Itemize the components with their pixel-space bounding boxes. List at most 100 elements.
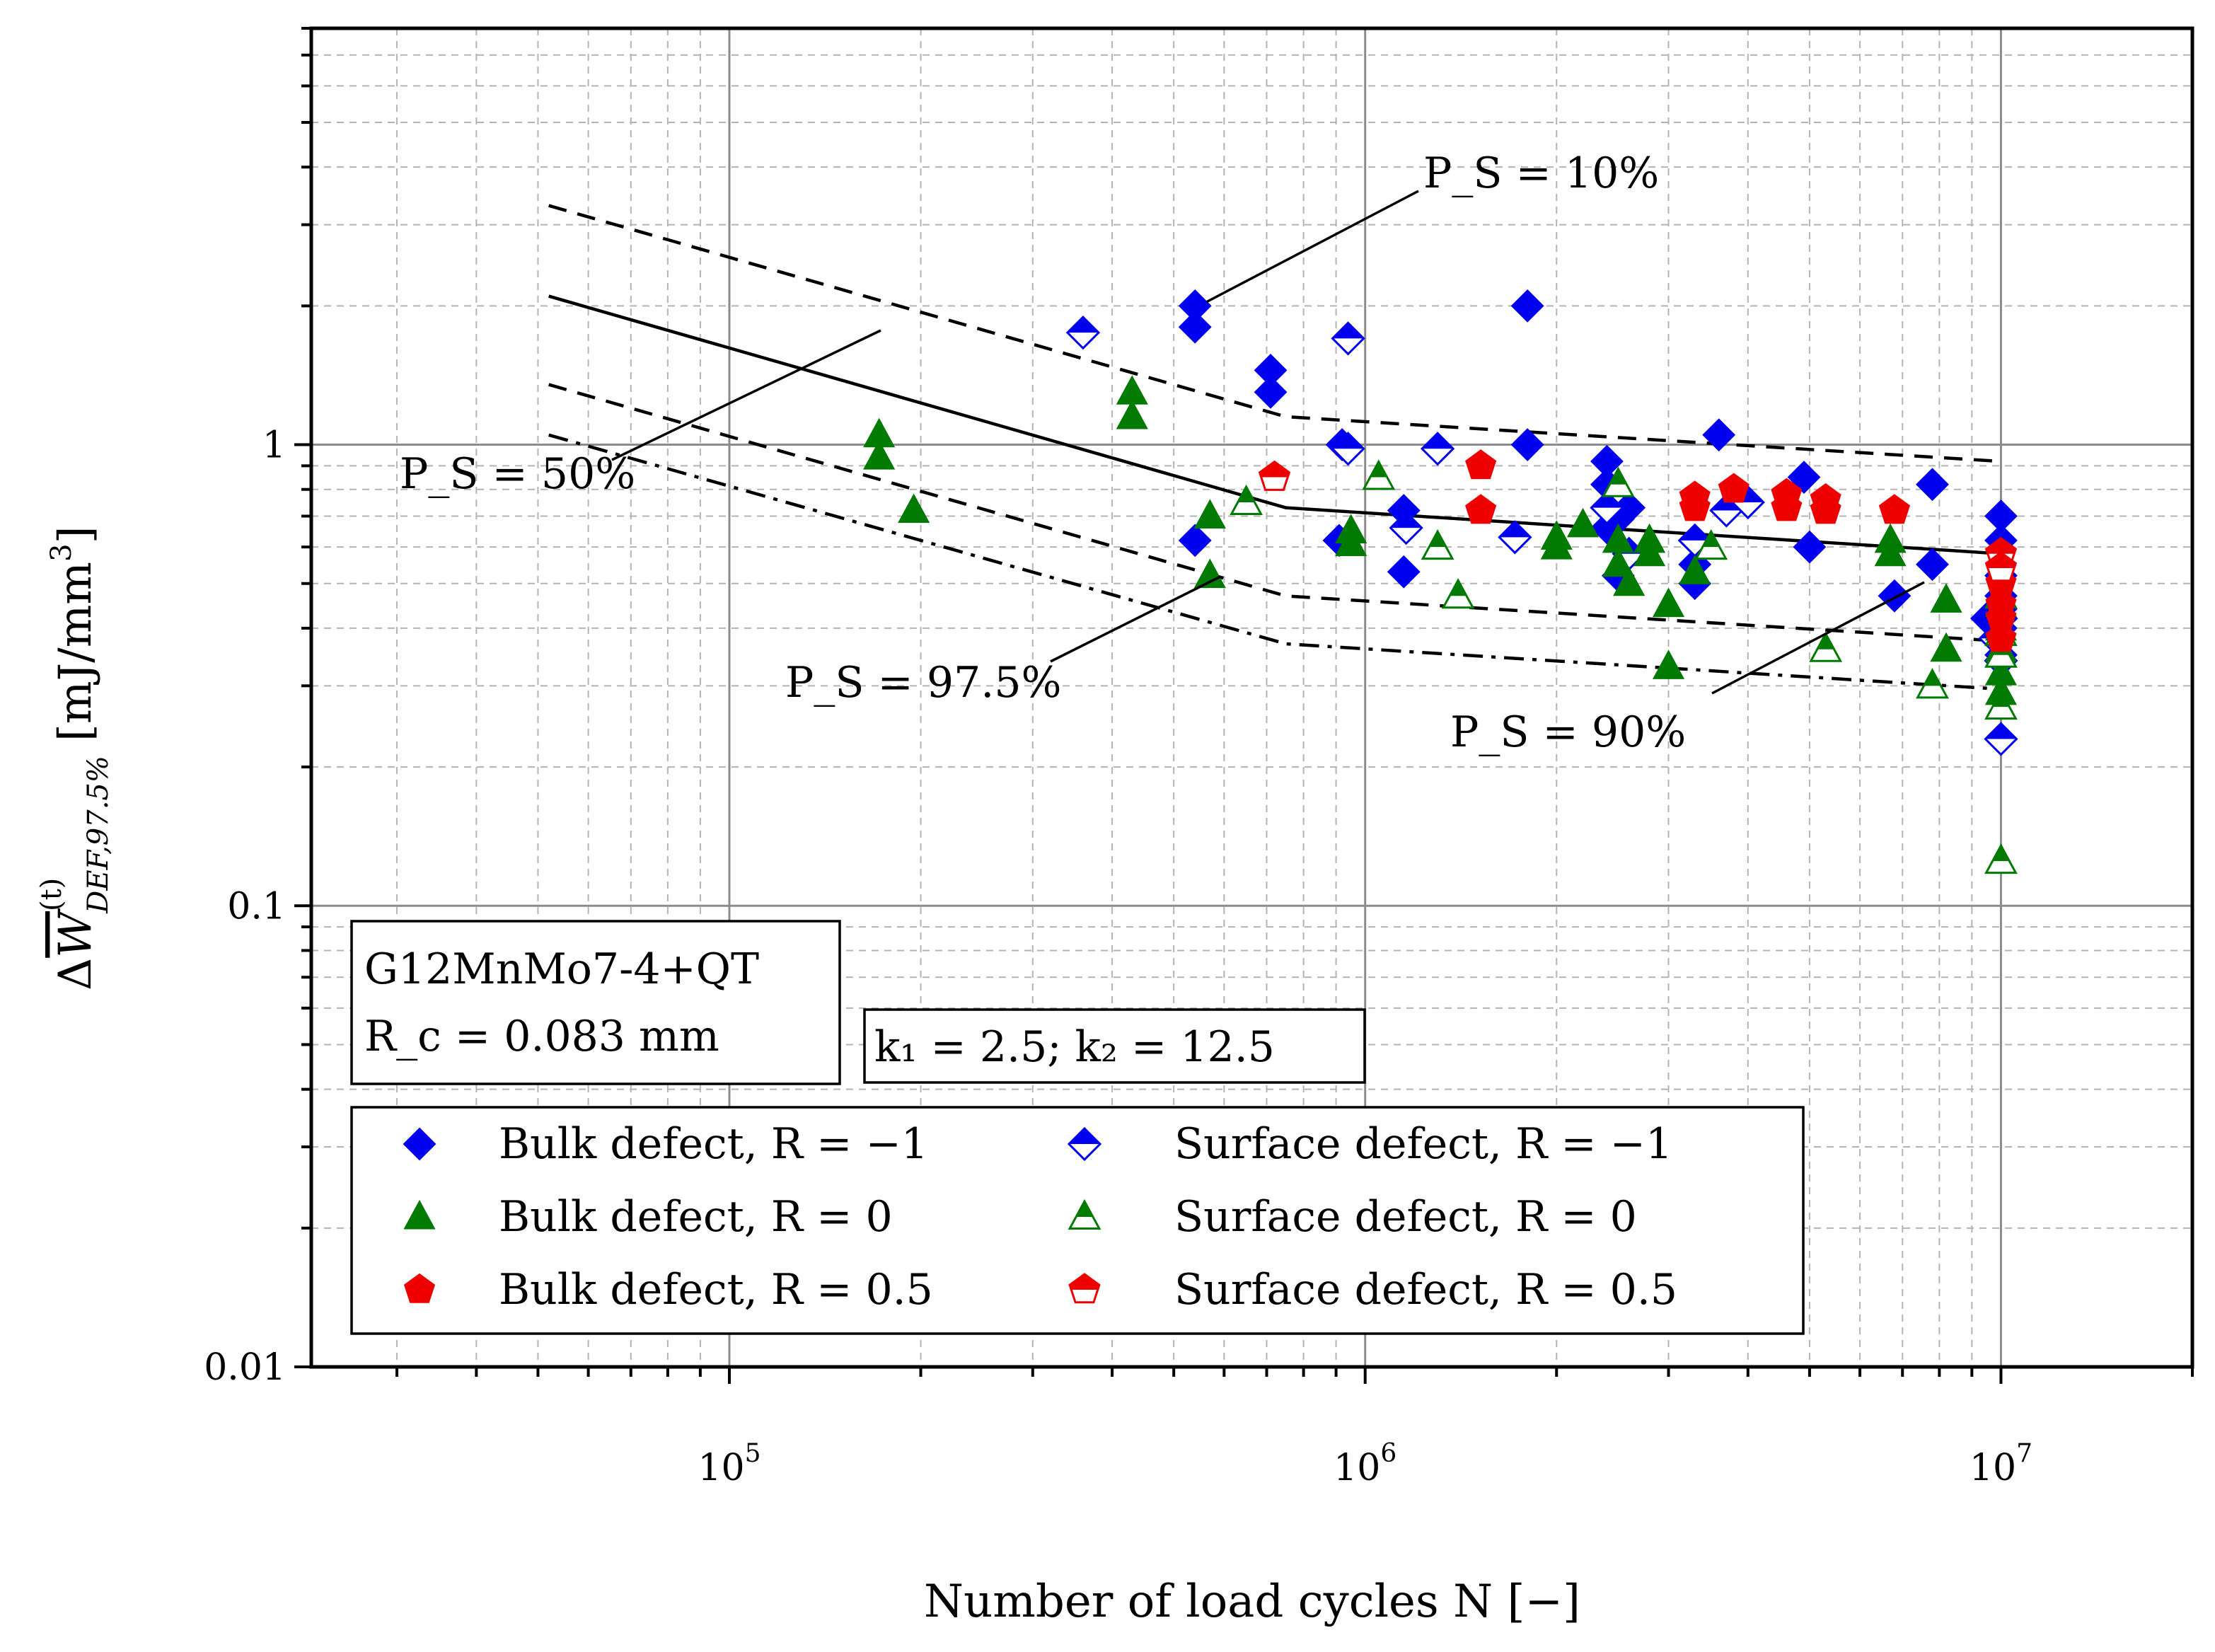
legend-marker-1 — [1067, 1126, 1102, 1162]
data-point-series-1 — [1065, 316, 1101, 350]
data-point-series-2 — [1193, 558, 1226, 589]
data-point-series-4 — [1771, 491, 1803, 521]
material-radius: R_c = 0.083 mm — [364, 1012, 719, 1061]
annotation-callouts — [611, 190, 1925, 695]
y-axis-label: ΔW(t) DEF,97.5%[mJ/mm3] — [35, 526, 115, 990]
data-point-series-3 — [1421, 529, 1455, 560]
data-point-series-3 — [1601, 466, 1635, 497]
axis-ticks — [294, 27, 2194, 1384]
callout-ps975 — [1050, 575, 1221, 663]
slope-values: k₁ = 2.5; k₂ = 12.5 — [874, 1022, 1275, 1072]
callout-ps10 — [1205, 190, 1419, 304]
data-point-series-4 — [1465, 494, 1497, 524]
y-tick-label: 0.01 — [204, 1346, 286, 1389]
x-tick-label: 107 — [1970, 1439, 2032, 1489]
data-point-series-2 — [1930, 583, 1962, 613]
curve-labels: P_S = 10% P_S = 50% P_S = 90% P_S = 97.5… — [400, 149, 1686, 757]
curve-solid-1 — [548, 294, 2001, 555]
data-point-series-0 — [1387, 555, 1421, 589]
data-point-series-2 — [1193, 499, 1226, 529]
data-point-series-0 — [1178, 524, 1212, 558]
legend-label-surface-r0: Surface defect, R = 0 — [1174, 1192, 1637, 1242]
data-point-series-2 — [863, 439, 896, 470]
legend-marker-2 — [403, 1199, 436, 1230]
label-ps50: P_S = 50% — [400, 449, 635, 499]
data-point-series-2 — [1652, 649, 1685, 679]
grid-layer — [311, 28, 2193, 1368]
data-point-series-0 — [1916, 548, 1949, 582]
data-point-series-3 — [1984, 843, 2018, 874]
data-point-series-0 — [1793, 530, 1827, 564]
label-ps90: P_S = 90% — [1450, 707, 1686, 757]
curve-dashed-2 — [548, 383, 2001, 643]
x-tick-label: 105 — [698, 1439, 760, 1489]
curve-dashed-0 — [548, 204, 2001, 463]
data-point-series-2 — [1633, 536, 1666, 567]
data-point-series-4 — [1985, 622, 2017, 652]
data-point-series-1 — [1331, 321, 1365, 356]
callout-ps90 — [1711, 581, 1925, 695]
legend-marker-0 — [403, 1127, 436, 1161]
data-point-series-4 — [1878, 494, 1910, 524]
slope-box: k₁ = 2.5; k₂ = 12.5 — [863, 1008, 1366, 1084]
data-point-series-3 — [1362, 459, 1396, 490]
data-point-series-1 — [1590, 490, 1624, 525]
data-markers — [863, 289, 2018, 874]
axis-tick-labels: 105 106 107 0.01 0.1 1 — [204, 424, 2032, 1489]
data-point-series-2 — [1335, 526, 1367, 556]
data-point-series-3 — [1230, 484, 1263, 515]
data-point-series-1 — [1421, 432, 1455, 466]
data-point-series-2 — [1602, 547, 1634, 577]
y-tick-label: 0.1 — [227, 885, 286, 928]
data-point-series-3 — [1441, 578, 1475, 609]
data-point-series-2 — [898, 493, 930, 524]
data-point-series-4 — [1465, 449, 1497, 480]
probability-curves — [548, 204, 2001, 691]
data-point-series-2 — [1679, 555, 1711, 584]
svg-text:ΔW(t)DEF,97.5%[mJ/mm3]: ΔW(t) DEF,97.5%[mJ/mm3] — [35, 526, 115, 990]
data-point-series-3 — [1694, 529, 1728, 560]
legend-label-surface-r05: Surface defect, R = 0.5 — [1174, 1265, 1677, 1315]
data-point-series-2 — [1930, 632, 1962, 662]
legend-marker-3 — [1068, 1198, 1101, 1230]
data-point-series-2 — [1540, 530, 1573, 560]
x-axis-label: Number of load cycles N [−] — [924, 1576, 1580, 1628]
callout-ps50 — [611, 329, 881, 461]
data-point-series-1 — [1389, 511, 1423, 545]
data-point-series-5 — [1258, 460, 1291, 491]
data-point-series-2 — [1116, 399, 1148, 429]
data-point-series-0 — [1787, 461, 1821, 494]
label-ps975: P_S = 97.5% — [785, 658, 1062, 707]
data-point-series-4 — [1679, 491, 1711, 521]
data-point-series-1 — [1331, 432, 1365, 466]
legend-label-surface-rm1: Surface defect, R = −1 — [1174, 1119, 1672, 1169]
data-point-series-0 — [1878, 579, 1912, 613]
curve-dashdot-3 — [548, 433, 2001, 691]
legend-marker-4 — [403, 1273, 436, 1303]
data-point-series-5 — [1984, 551, 2018, 582]
data-point-series-0 — [1702, 418, 1736, 452]
legend: Bulk defect, R = −1 Surface defect, R = … — [350, 1106, 1805, 1335]
label-ps10: P_S = 10% — [1423, 149, 1659, 198]
data-point-series-0 — [1510, 289, 1544, 323]
legend-label-bulk-r0: Bulk defect, R = 0 — [499, 1192, 893, 1242]
data-point-series-4 — [1718, 473, 1750, 503]
legend-label-bulk-rm1: Bulk defect, R = −1 — [499, 1119, 928, 1169]
data-point-series-2 — [1613, 566, 1646, 596]
legend-markers — [403, 1126, 1102, 1304]
data-point-series-2 — [1566, 507, 1600, 538]
data-point-series-0 — [1254, 375, 1288, 409]
legend-label-bulk-r05: Bulk defect, R = 0.5 — [499, 1265, 933, 1315]
data-point-series-2 — [1874, 536, 1907, 567]
data-point-series-0 — [1916, 468, 1949, 502]
data-point-series-3 — [1984, 689, 2018, 720]
material-name: G12MnMo7-4+QT — [364, 945, 759, 994]
legend-marker-5 — [1068, 1273, 1101, 1304]
data-point-series-0 — [1510, 428, 1544, 461]
data-point-series-3 — [1916, 668, 1949, 699]
data-point-series-0 — [1178, 310, 1212, 344]
y-tick-label: 1 — [262, 424, 286, 467]
data-point-series-2 — [1652, 587, 1685, 618]
plot-frame — [309, 26, 2194, 1369]
